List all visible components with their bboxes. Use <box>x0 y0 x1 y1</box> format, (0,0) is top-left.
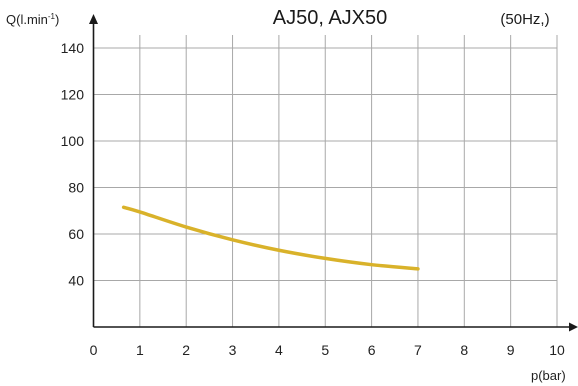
x-tick-label: 0 <box>90 342 98 358</box>
y-axis-label-end: ) <box>55 12 59 27</box>
x-tick-label: 9 <box>507 342 515 358</box>
chart-subtitle: (50Hz,) <box>500 11 549 28</box>
x-tick-label: 6 <box>368 342 376 358</box>
y-axis-label: Q(l.min-1) <box>6 12 59 27</box>
series-line <box>121 205 420 271</box>
x-axis-label: p(bar) <box>531 368 566 383</box>
x-tick-label: 4 <box>275 342 283 358</box>
axes: 0 1 2 3 4 5 6 7 8 9 10 40 60 80 100 120 140 <box>61 14 578 358</box>
y-axis-arrow <box>89 14 98 24</box>
y-tick-label: 120 <box>61 87 85 103</box>
y-tick-label: 100 <box>61 133 85 149</box>
y-tick-label: 80 <box>68 180 84 196</box>
y-axis-label-sup: -1 <box>48 12 56 21</box>
y-tick-label: 140 <box>61 40 85 56</box>
series-layer <box>121 205 420 271</box>
x-tick-label: 7 <box>414 342 422 358</box>
chart-title: AJ50, AJX50 <box>273 7 388 29</box>
x-tick-label: 8 <box>460 342 468 358</box>
x-tick-label: 10 <box>549 342 565 358</box>
x-tick-label: 2 <box>182 342 190 358</box>
y-tick-label: 60 <box>68 226 84 242</box>
y-tick-label: 40 <box>68 273 84 289</box>
x-tick-label: 5 <box>321 342 329 358</box>
y-axis-label-main: Q(l.min <box>6 12 48 27</box>
x-tick-label: 3 <box>229 342 237 358</box>
labels: AJ50, AJX50 (50Hz,) Q(l.min-1) p(bar) <box>6 7 566 383</box>
grid <box>93 35 558 327</box>
x-tick-label: 1 <box>136 342 144 358</box>
x-axis-arrow <box>569 322 578 332</box>
